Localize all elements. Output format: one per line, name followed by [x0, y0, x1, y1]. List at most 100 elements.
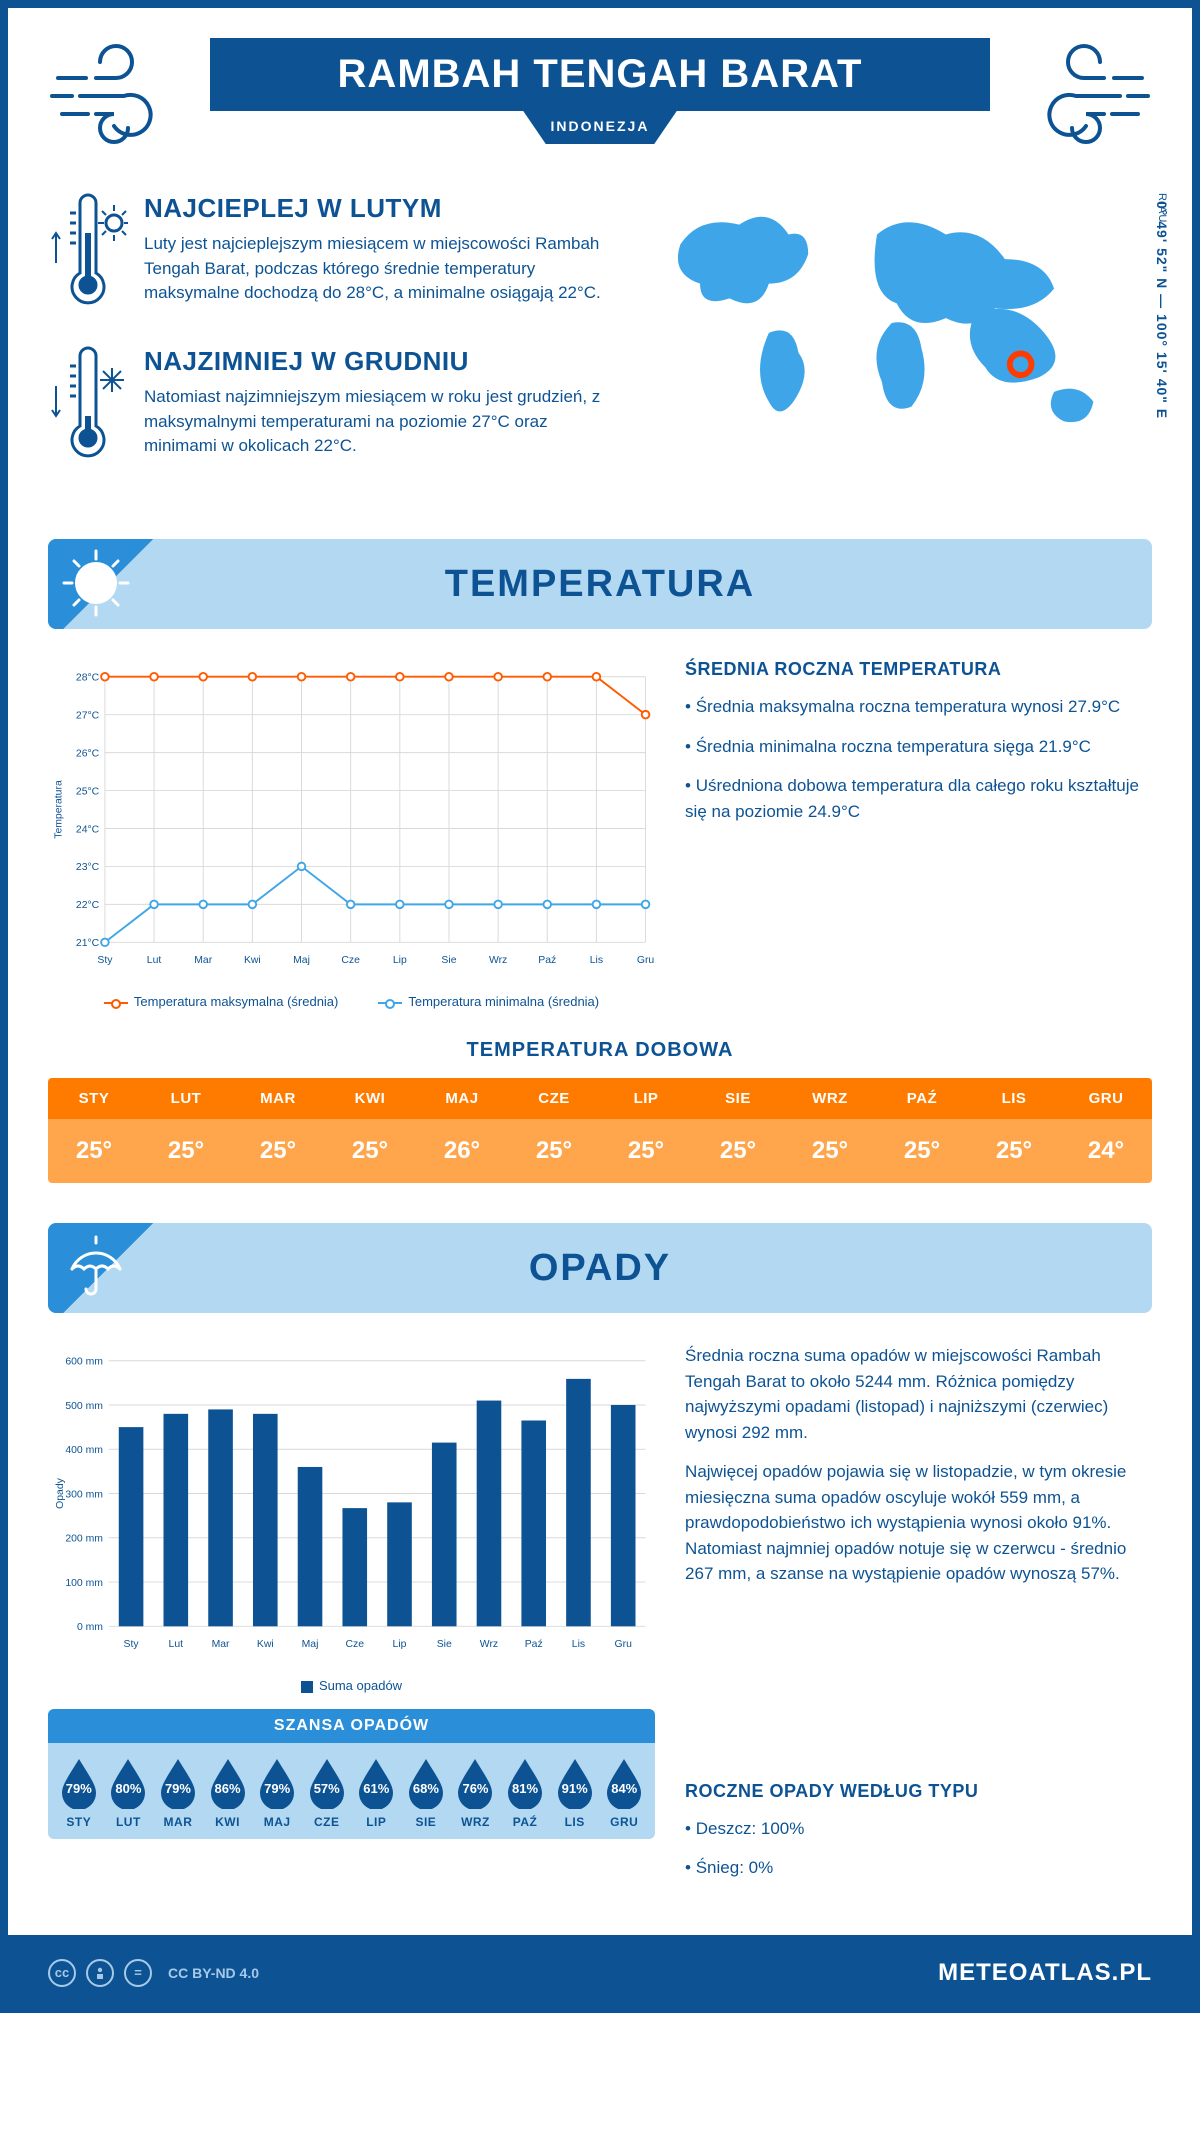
title-block: RAMBAH TENGAH BARAT INDONEZJA — [188, 38, 1012, 144]
svg-text:Lut: Lut — [169, 1639, 184, 1650]
precip-chart-row: 0 mm100 mm200 mm300 mm400 mm500 mm600 mm… — [8, 1343, 1192, 1915]
table-header: MAR — [232, 1078, 324, 1119]
license-text: CC BY-ND 4.0 — [168, 1965, 259, 1981]
svg-text:200 mm: 200 mm — [65, 1534, 103, 1545]
raindrop-icon: 81% — [504, 1757, 546, 1809]
wind-icon-left — [48, 38, 188, 153]
legend-max: Temperatura maksymalna (średnia) — [134, 994, 338, 1009]
precip-type-bullet: • Śnieg: 0% — [685, 1855, 1152, 1881]
table-cell: 25° — [232, 1119, 324, 1183]
svg-text:Paź: Paź — [538, 955, 556, 966]
month-label: PAŹ — [502, 1815, 548, 1829]
svg-text:27°C: 27°C — [76, 710, 100, 721]
rain-chance-item: 84% GRU — [601, 1757, 647, 1829]
month-label: WRZ — [453, 1815, 499, 1829]
by-icon — [86, 1959, 114, 1987]
svg-text:21°C: 21°C — [76, 938, 100, 949]
footer: cc = CC BY-ND 4.0 METEOATLAS.PL — [8, 1935, 1192, 2005]
precip-type-bullet: • Deszcz: 100% — [685, 1816, 1152, 1842]
svg-text:500 mm: 500 mm — [65, 1401, 103, 1412]
header: RAMBAH TENGAH BARAT INDONEZJA — [8, 8, 1192, 173]
svg-text:25°C: 25°C — [76, 786, 100, 797]
temperature-section-header: TEMPERATURA — [48, 539, 1152, 629]
coldest-heading: NAJZIMNIEJ W GRUDNIU — [144, 346, 611, 377]
rain-chance-item: 57% CZE — [304, 1757, 350, 1829]
avg-temp-bullet: • Uśredniona dobowa temperatura dla całe… — [685, 773, 1152, 824]
raindrop-icon: 80% — [107, 1757, 149, 1809]
table-cell: 25° — [140, 1119, 232, 1183]
svg-text:23°C: 23°C — [76, 862, 100, 873]
svg-text:Kwi: Kwi — [244, 955, 261, 966]
rain-chance-item: 68% SIE — [403, 1757, 449, 1829]
sun-icon — [60, 547, 132, 619]
svg-text:Opady: Opady — [55, 1477, 66, 1508]
svg-text:Mar: Mar — [212, 1639, 230, 1650]
svg-text:28°C: 28°C — [76, 673, 100, 684]
avg-temp-bullet: • Średnia minimalna roczna temperatura s… — [685, 734, 1152, 760]
svg-text:Temperatura: Temperatura — [53, 780, 64, 839]
month-label: LUT — [106, 1815, 152, 1829]
svg-text:26°C: 26°C — [76, 748, 100, 759]
svg-text:Lip: Lip — [393, 955, 407, 966]
country-label: INDONEZJA — [523, 110, 678, 144]
table-cell: 25° — [324, 1119, 416, 1183]
temperature-title: TEMPERATURA — [48, 563, 1152, 606]
warmest-block: NAJCIEPLEJ W LUTYM Luty jest najcieplejs… — [48, 193, 611, 318]
precip-section-header: OPADY — [48, 1223, 1152, 1313]
license-block: cc = CC BY-ND 4.0 — [48, 1959, 259, 1987]
site-name: METEOATLAS.PL — [938, 1959, 1152, 1987]
precip-legend: Suma opadów — [48, 1678, 655, 1693]
table-cell: 25° — [508, 1119, 600, 1183]
raindrop-icon: 86% — [207, 1757, 249, 1809]
page-title: RAMBAH TENGAH BARAT — [210, 38, 990, 111]
avg-temp-heading: ŚREDNIA ROCZNA TEMPERATURA — [685, 659, 1152, 680]
umbrella-icon — [60, 1231, 132, 1303]
table-header: MAJ — [416, 1078, 508, 1119]
precip-paragraph: Najwięcej opadów pojawia się w listopadz… — [685, 1459, 1152, 1587]
svg-text:Cze: Cze — [345, 1639, 364, 1650]
page-container: RAMBAH TENGAH BARAT INDONEZJA — [0, 0, 1200, 2013]
nd-icon: = — [124, 1959, 152, 1987]
month-label: MAR — [155, 1815, 201, 1829]
table-header: LIS — [968, 1078, 1060, 1119]
table-header: LUT — [140, 1078, 232, 1119]
avg-temp-bullet: • Średnia maksymalna roczna temperatura … — [685, 694, 1152, 720]
intro-section: NAJCIEPLEJ W LUTYM Luty jest najcieplejs… — [8, 173, 1192, 529]
svg-text:Mar: Mar — [194, 955, 212, 966]
daily-temp-table: STYLUTMARKWIMAJCZELIPSIEWRZPAŹLISGRU25°2… — [48, 1078, 1152, 1183]
raindrop-icon: 68% — [405, 1757, 447, 1809]
month-label: LIP — [354, 1815, 400, 1829]
table-header: SIE — [692, 1078, 784, 1119]
rain-chance-item: 91% LIS — [552, 1757, 598, 1829]
svg-text:100 mm: 100 mm — [65, 1578, 103, 1589]
precip-chart: 0 mm100 mm200 mm300 mm400 mm500 mm600 mm… — [48, 1343, 655, 1895]
precip-title: OPADY — [48, 1247, 1152, 1290]
svg-text:Lut: Lut — [147, 955, 162, 966]
temperature-summary: ŚREDNIA ROCZNA TEMPERATURA • Średnia mak… — [685, 659, 1152, 1009]
table-cell: 25° — [48, 1119, 140, 1183]
intro-text-column: NAJCIEPLEJ W LUTYM Luty jest najcieplejs… — [48, 193, 611, 499]
month-label: SIE — [403, 1815, 449, 1829]
svg-text:Lis: Lis — [590, 955, 603, 966]
svg-text:Sie: Sie — [437, 1639, 452, 1650]
table-cell: 25° — [692, 1119, 784, 1183]
raindrop-icon: 84% — [603, 1757, 645, 1809]
precip-legend-label: Suma opadów — [319, 1678, 402, 1693]
svg-text:Lip: Lip — [393, 1639, 407, 1650]
table-header: WRZ — [784, 1078, 876, 1119]
raindrop-icon: 79% — [256, 1757, 298, 1809]
svg-text:600 mm: 600 mm — [65, 1357, 103, 1368]
month-label: LIS — [552, 1815, 598, 1829]
svg-text:300 mm: 300 mm — [65, 1489, 103, 1500]
table-cell: 25° — [876, 1119, 968, 1183]
table-header: LIP — [600, 1078, 692, 1119]
coldest-text: Natomiast najzimniejszym miesiącem w rok… — [144, 385, 611, 459]
wind-icon-right — [1012, 38, 1152, 153]
raindrop-icon: 76% — [454, 1757, 496, 1809]
rain-chance-item: 80% LUT — [106, 1757, 152, 1829]
table-header: CZE — [508, 1078, 600, 1119]
legend-min: Temperatura minimalna (średnia) — [408, 994, 599, 1009]
precip-summary: Średnia roczna suma opadów w miejscowośc… — [685, 1343, 1152, 1895]
precip-paragraph: Średnia roczna suma opadów w miejscowośc… — [685, 1343, 1152, 1445]
svg-text:400 mm: 400 mm — [65, 1445, 103, 1456]
